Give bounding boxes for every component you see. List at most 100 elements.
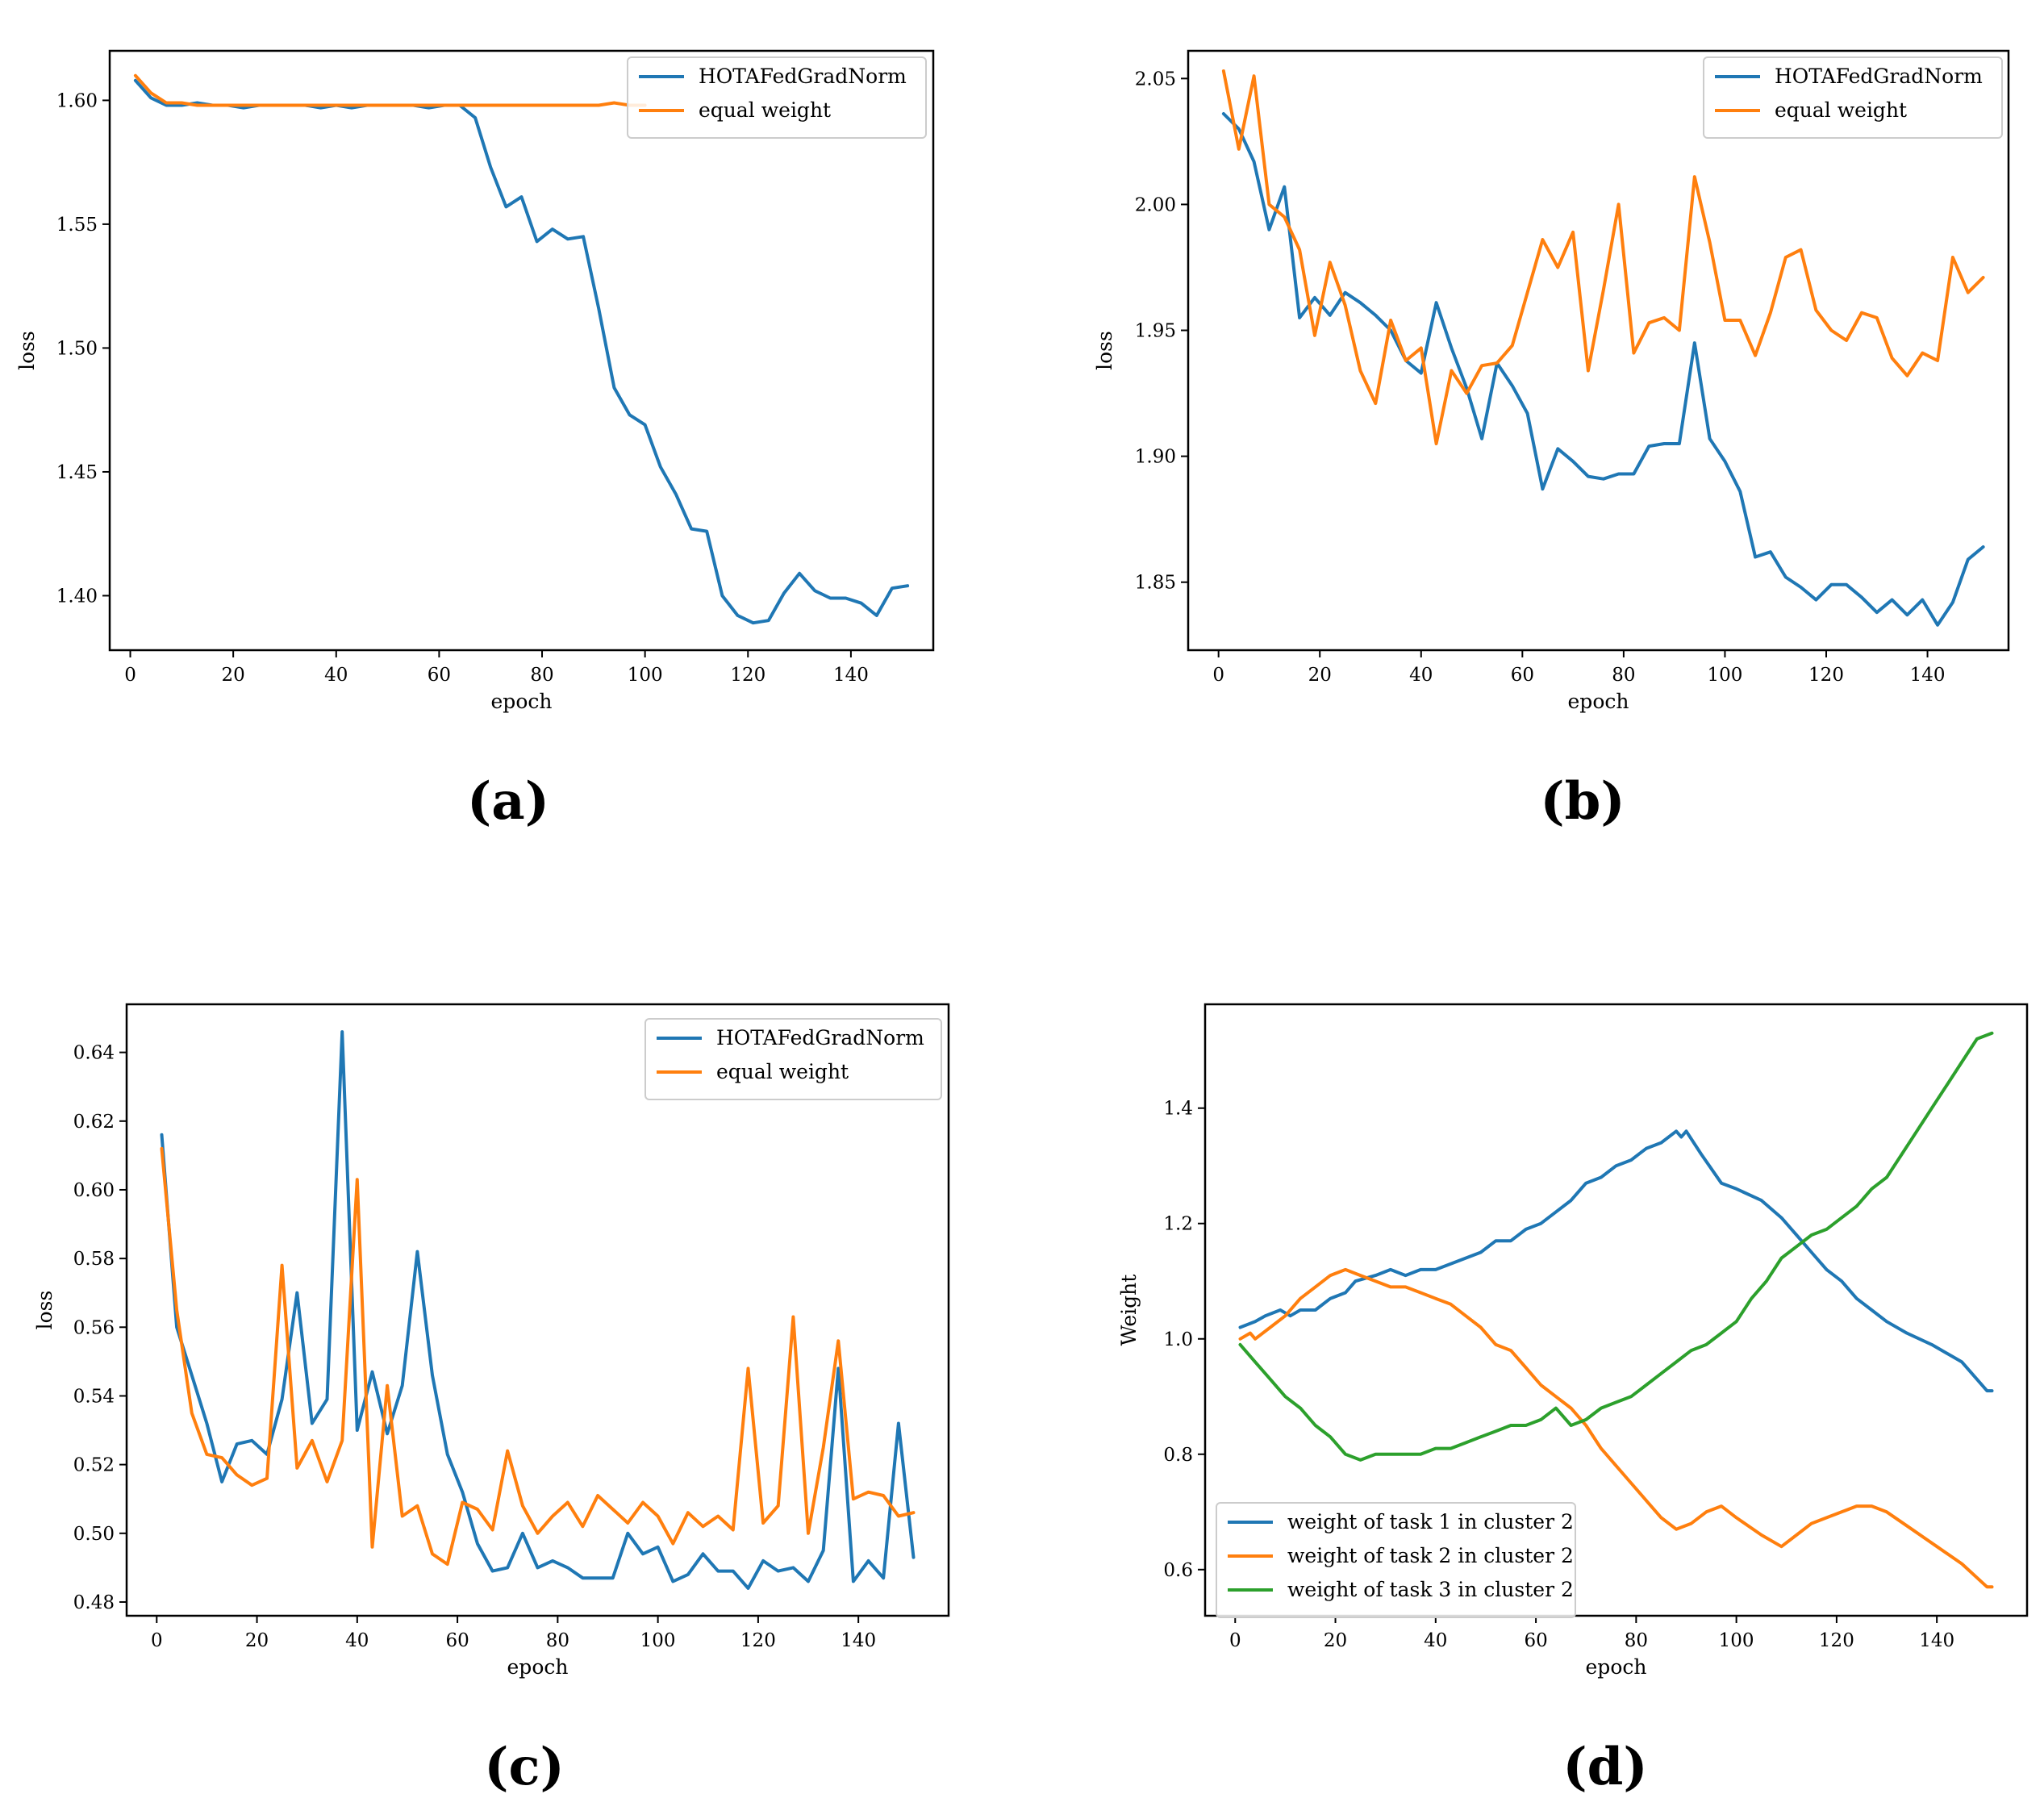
x-tick-label: 40 bbox=[1409, 665, 1433, 686]
legend-box bbox=[1216, 1502, 1576, 1618]
y-tick-label: 1.60 bbox=[56, 90, 98, 111]
x-axis-label: epoch bbox=[1568, 690, 1629, 713]
legend-box bbox=[644, 1018, 942, 1100]
x-tick-label: 40 bbox=[1424, 1630, 1447, 1651]
legend-label-3: weight of task 3 in cluster 2 bbox=[1287, 1578, 1574, 1601]
y-tick-label: 1.95 bbox=[1135, 321, 1176, 342]
x-tick-label: 60 bbox=[445, 1630, 469, 1651]
legend-label-2: equal weight bbox=[1775, 98, 1907, 122]
panel-label: (c) bbox=[484, 1737, 565, 1797]
legend-label-2: equal weight bbox=[716, 1060, 849, 1083]
legend-label-1: HOTAFedGradNorm bbox=[1775, 65, 1983, 88]
x-tick-label: 0 bbox=[124, 665, 136, 686]
x-tick-label: 20 bbox=[1324, 1630, 1347, 1651]
axes-frame bbox=[125, 1003, 950, 1617]
x-axis-label: epoch bbox=[491, 690, 553, 713]
series-line-1 bbox=[1238, 1129, 1994, 1393]
series-group bbox=[1238, 1031, 1994, 1589]
y-tick-label: 0.50 bbox=[73, 1524, 115, 1545]
x-tick-label: 100 bbox=[1707, 665, 1742, 686]
series-line-2 bbox=[133, 73, 647, 107]
x-tick-label: 0 bbox=[1212, 665, 1224, 686]
y-tick-label: 0.56 bbox=[73, 1317, 115, 1338]
y-tick-label: 0.6 bbox=[1163, 1560, 1193, 1581]
x-tick-label: 120 bbox=[740, 1630, 776, 1651]
x-tick-label: 20 bbox=[245, 1630, 269, 1651]
panel-label: (d) bbox=[1562, 1737, 1647, 1797]
x-tick-label: 80 bbox=[1625, 1630, 1648, 1651]
y-tick-label: 1.90 bbox=[1135, 447, 1176, 468]
y-tick-label: 0.58 bbox=[73, 1249, 115, 1270]
x-tick-label: 40 bbox=[324, 665, 348, 686]
axes-frame bbox=[1203, 1003, 2029, 1617]
y-axis-label: Weight bbox=[1117, 1275, 1141, 1346]
x-tick-label: 60 bbox=[1511, 665, 1534, 686]
x-tick-label: 60 bbox=[428, 665, 451, 686]
chart-b: 0 20 40 60 80 100 120 140 1.85 1.90 1.95 2.00 2.05 ep… bbox=[1093, 49, 2010, 832]
series-line-2 bbox=[1221, 69, 1985, 445]
series-line-1 bbox=[1221, 112, 1985, 627]
y-tick-label: 0.8 bbox=[1163, 1445, 1193, 1466]
x-tick-label: 0 bbox=[151, 1630, 163, 1651]
y-tick-label: 1.85 bbox=[1135, 573, 1176, 594]
x-tick-label: 100 bbox=[1719, 1630, 1754, 1651]
panel-label: (a) bbox=[467, 771, 549, 832]
series-line-3 bbox=[1238, 1031, 1994, 1462]
y-tick-label: 0.52 bbox=[73, 1455, 115, 1476]
y-tick-label: 1.50 bbox=[56, 338, 98, 359]
x-tick-label: 140 bbox=[833, 665, 869, 686]
axes-frame bbox=[1187, 49, 2010, 652]
y-tick-label: 1.45 bbox=[56, 462, 98, 483]
legend-label-1: weight of task 1 in cluster 2 bbox=[1287, 1510, 1574, 1533]
y-axis-label: loss bbox=[1093, 331, 1116, 370]
series-line-2 bbox=[1238, 1267, 1994, 1589]
x-tick-label: 120 bbox=[730, 665, 765, 686]
legend: HOTAFedGradNorm equal weight bbox=[644, 1018, 942, 1100]
legend-box bbox=[1703, 56, 2003, 139]
x-tick-label: 120 bbox=[1819, 1630, 1854, 1651]
x-tick-label: 40 bbox=[345, 1630, 369, 1651]
legend-label-2: weight of task 2 in cluster 2 bbox=[1287, 1544, 1574, 1567]
y-tick-label: 1.2 bbox=[1163, 1214, 1193, 1235]
y-tick-label: 0.48 bbox=[73, 1592, 115, 1613]
y-axis-label: loss bbox=[33, 1291, 56, 1330]
legend: HOTAFedGradNorm equal weight bbox=[1703, 56, 2003, 139]
x-axis-label: epoch bbox=[1586, 1655, 1647, 1679]
legend-label-1: HOTAFedGradNorm bbox=[699, 65, 907, 88]
y-axis-label: loss bbox=[15, 331, 39, 370]
x-tick-label: 80 bbox=[530, 665, 553, 686]
x-tick-label: 80 bbox=[1612, 665, 1635, 686]
x-axis-label: epoch bbox=[507, 1655, 569, 1679]
y-tick-label: 1.0 bbox=[1163, 1329, 1193, 1350]
x-tick-label: 120 bbox=[1808, 665, 1844, 686]
y-tick-label: 2.05 bbox=[1135, 69, 1176, 90]
x-tick-label: 20 bbox=[1308, 665, 1332, 686]
x-tick-label: 100 bbox=[628, 665, 663, 686]
series-group bbox=[1221, 69, 1985, 627]
series-group bbox=[160, 1030, 916, 1590]
series-line-1 bbox=[160, 1030, 916, 1590]
y-tick-label: 2.00 bbox=[1135, 194, 1176, 215]
legend-label-2: equal weight bbox=[699, 98, 831, 122]
chart-c: 0 20 40 60 80 100 120 140 0.48 0.50 0.52 0.54 0.56 0.… bbox=[33, 1003, 950, 1797]
x-tick-label: 0 bbox=[1229, 1630, 1241, 1651]
series-group bbox=[133, 73, 910, 625]
y-tick-label: 0.54 bbox=[73, 1386, 115, 1407]
x-tick-label: 60 bbox=[1524, 1630, 1547, 1651]
y-tick-label: 1.55 bbox=[56, 215, 98, 236]
y-tick-label: 0.64 bbox=[73, 1043, 115, 1064]
chart-d: 0 20 40 60 80 100 120 140 0.6 0.8 1.0 1.2 1.4 epoch We… bbox=[1117, 1003, 2029, 1797]
y-tick-label: 0.62 bbox=[73, 1112, 115, 1133]
legend-box bbox=[627, 56, 927, 139]
axes-frame bbox=[108, 49, 935, 652]
x-tick-label: 140 bbox=[841, 1630, 876, 1651]
panel-label: (b) bbox=[1540, 771, 1625, 832]
legend-label-1: HOTAFedGradNorm bbox=[716, 1026, 924, 1049]
chart-a: 0 20 40 60 80 100 120 140 1.40 1.45 1.50 1.55 1.60 ep… bbox=[15, 49, 935, 832]
x-tick-label: 140 bbox=[1919, 1630, 1954, 1651]
legend: weight of task 1 in cluster 2 weight of t… bbox=[1216, 1502, 1576, 1618]
y-tick-label: 0.60 bbox=[73, 1180, 115, 1201]
series-line-2 bbox=[160, 1146, 916, 1567]
x-tick-label: 100 bbox=[640, 1630, 676, 1651]
